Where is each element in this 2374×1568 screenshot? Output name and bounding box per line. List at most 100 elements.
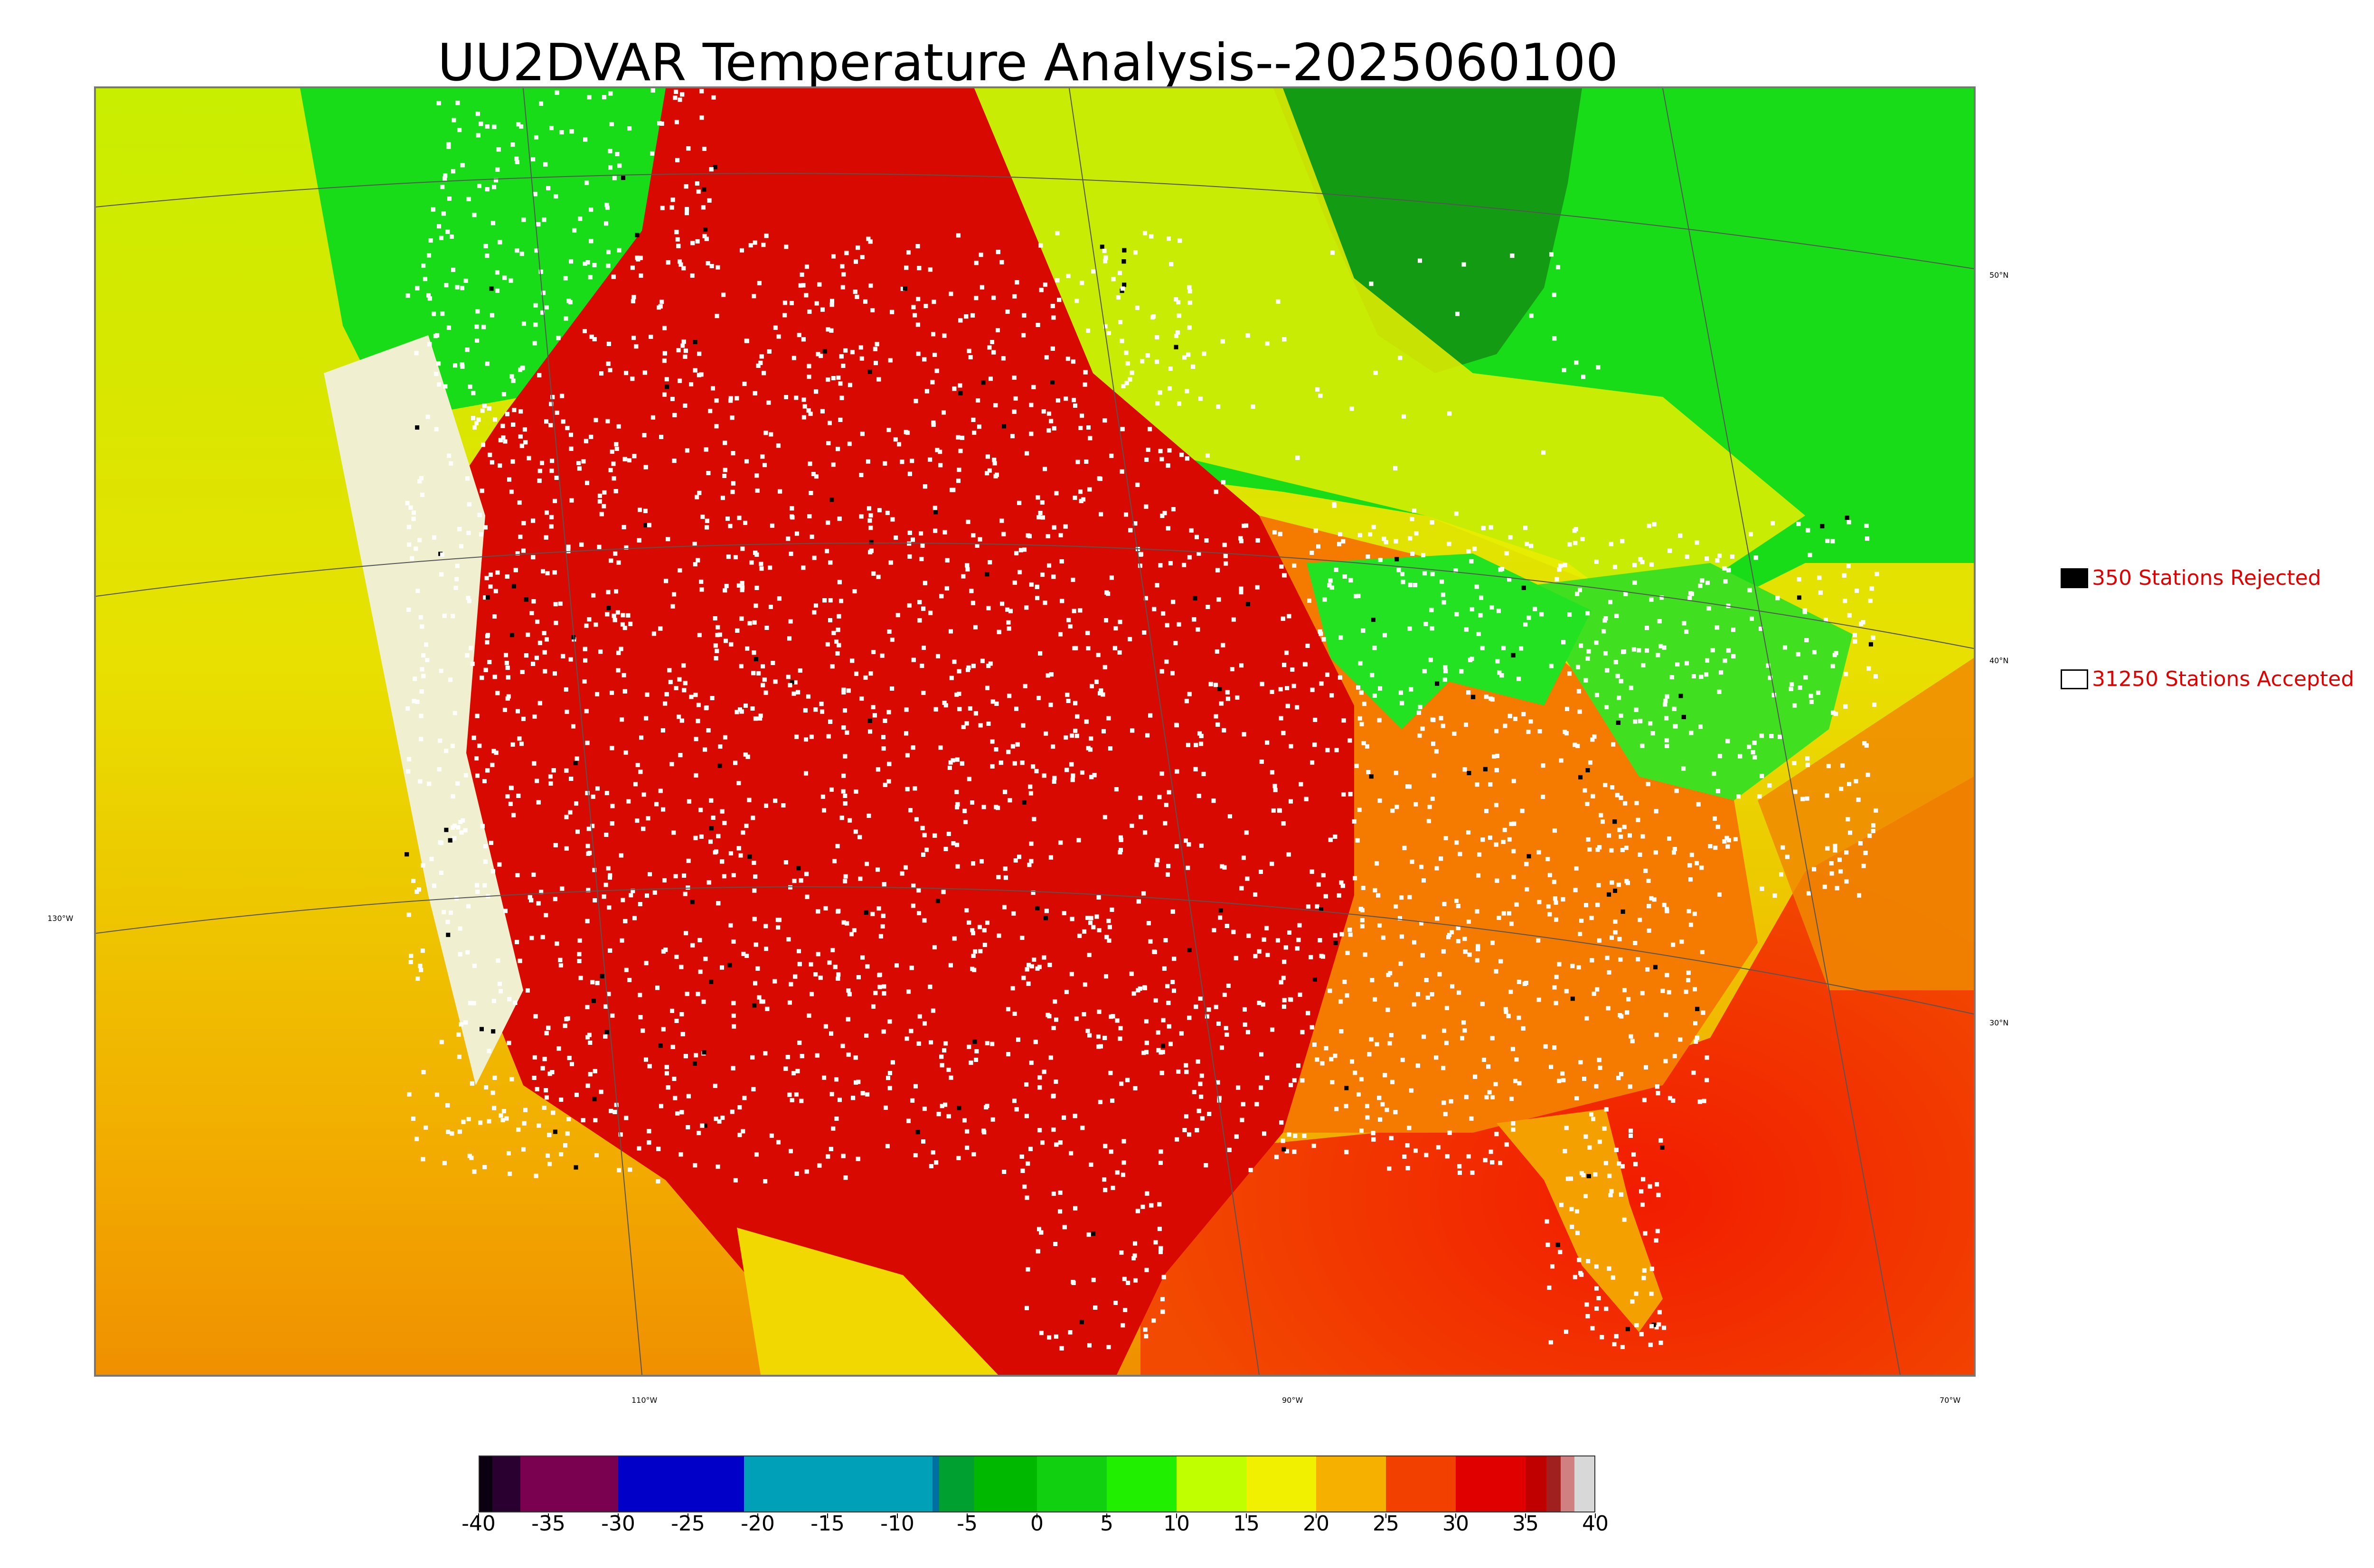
station-dot <box>509 278 513 283</box>
station-dot <box>1334 1107 1339 1111</box>
station-dot <box>1413 582 1418 587</box>
station-dot <box>808 412 813 416</box>
station-dot <box>1424 1153 1429 1157</box>
station-dot <box>550 1070 555 1074</box>
station-dot <box>508 801 513 806</box>
station-dot <box>703 227 708 232</box>
station-dot <box>1344 1104 1348 1108</box>
station-dot <box>1717 689 1722 694</box>
station-dot <box>1324 1046 1328 1051</box>
station-dot <box>1688 922 1693 927</box>
station-dot <box>1058 1209 1063 1214</box>
station-dot <box>664 1071 669 1076</box>
station-dot <box>1348 932 1353 937</box>
station-dot <box>457 1129 462 1134</box>
station-dot <box>831 462 836 467</box>
station-dot <box>1357 807 1362 812</box>
station-dot <box>1442 1028 1446 1033</box>
station-dot <box>1419 864 1424 869</box>
station-dot <box>1653 850 1658 855</box>
station-dot <box>807 375 811 379</box>
station-dot <box>723 468 727 472</box>
station-dot <box>1243 1022 1247 1027</box>
station-dot <box>1158 563 1163 568</box>
station-dot <box>1337 542 1341 546</box>
station-dot <box>477 513 482 517</box>
station-dot <box>466 531 471 535</box>
station-dot <box>1660 1145 1665 1150</box>
station-dot <box>505 696 510 701</box>
station-dot <box>911 305 916 310</box>
station-dot <box>1131 991 1136 996</box>
station-dot <box>1073 728 1078 733</box>
station-dot <box>790 680 794 685</box>
station-dot <box>920 826 925 830</box>
station-dot <box>1054 491 1059 496</box>
station-dot <box>810 992 814 996</box>
station-dot <box>446 1129 451 1134</box>
station-dot <box>723 588 727 593</box>
station-dot <box>1174 844 1179 849</box>
station-dot <box>1856 798 1861 802</box>
station-dot <box>1504 1009 1508 1014</box>
station-dot <box>868 283 873 288</box>
station-dot <box>1607 833 1611 838</box>
station-dot <box>755 488 760 493</box>
station-dot <box>1133 521 1138 526</box>
station-dot <box>521 217 526 222</box>
station-dot <box>1370 978 1375 983</box>
station-dot <box>1426 819 1431 824</box>
station-dot <box>1753 555 1758 560</box>
station-dot <box>905 753 910 758</box>
station-dot <box>584 709 589 714</box>
station-dot <box>1623 801 1628 806</box>
station-dot <box>626 613 631 618</box>
station-dot <box>663 701 668 706</box>
station-dot <box>1648 1343 1653 1347</box>
station-dot <box>1006 1052 1010 1057</box>
station-dot <box>645 893 649 898</box>
station-dot <box>1578 1060 1583 1065</box>
station-dot <box>949 1075 953 1080</box>
station-dot <box>674 120 679 124</box>
station-dot <box>699 89 704 94</box>
station-dot <box>1664 1013 1668 1017</box>
station-dot <box>1440 579 1444 584</box>
station-dot <box>546 1025 551 1030</box>
station-dot <box>1184 1070 1189 1074</box>
station-dot <box>1049 672 1054 677</box>
station-dot <box>1144 1050 1149 1054</box>
station-dot <box>565 1131 570 1136</box>
station-dot <box>888 358 893 363</box>
station-dot <box>443 384 448 389</box>
station-dot <box>1221 643 1225 648</box>
station-dot <box>475 112 480 116</box>
station-dot <box>1805 756 1810 761</box>
station-dot <box>467 599 471 603</box>
station-dot <box>1706 606 1711 611</box>
station-dot <box>427 253 431 258</box>
station-dot <box>843 879 848 883</box>
station-dot <box>716 1164 720 1169</box>
station-dot <box>836 909 841 913</box>
station-dot <box>853 829 858 834</box>
station-dot <box>1160 1297 1165 1302</box>
station-dot <box>1270 862 1274 866</box>
station-dot <box>1365 744 1369 749</box>
station-dot <box>1525 542 1529 546</box>
station-dot <box>1295 455 1300 460</box>
station-dot <box>1681 714 1686 719</box>
station-dot <box>486 633 490 638</box>
station-dot <box>916 297 921 301</box>
station-dot <box>1052 426 1056 431</box>
station-dot <box>744 954 749 958</box>
station-dot <box>1577 709 1582 714</box>
station-dot <box>1830 539 1835 544</box>
station-dot <box>1051 315 1056 320</box>
station-dot <box>1496 609 1501 613</box>
station-dot <box>744 338 749 343</box>
station-dot <box>1699 675 1704 679</box>
station-dot <box>750 1055 755 1060</box>
station-dot <box>1074 1016 1079 1021</box>
station-dot <box>1447 1130 1452 1135</box>
